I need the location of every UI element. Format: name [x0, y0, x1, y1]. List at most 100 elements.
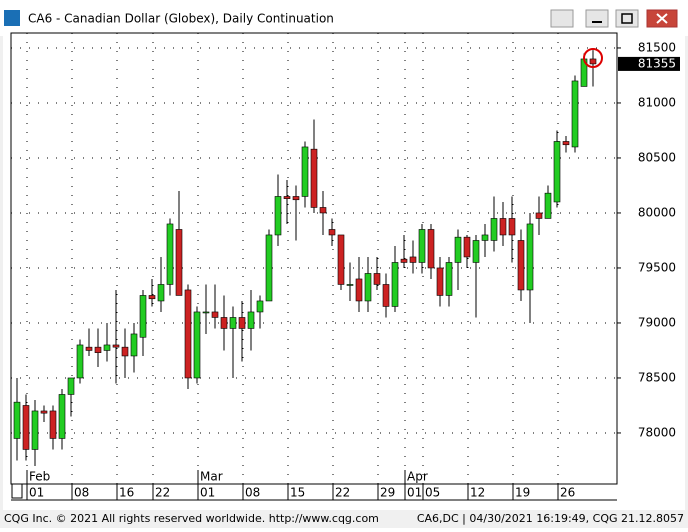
candle-body [535, 212, 543, 219]
footer-right: CA6,DC | 04/30/2021 16:19:49, CQG 21.12.… [417, 512, 684, 525]
x-tick-label: 22 [155, 486, 170, 500]
candle-body [31, 410, 39, 450]
candle-body [292, 196, 300, 201]
candle-body [238, 317, 246, 329]
candle-body [40, 410, 48, 414]
window-buttons[interactable] [550, 9, 678, 28]
candle-body [562, 141, 570, 146]
candle-body [202, 311, 210, 314]
candle-body [310, 148, 318, 208]
candle-body [49, 410, 57, 439]
candle-body [373, 273, 381, 285]
x-tick-label: 08 [245, 486, 260, 500]
candle-body [229, 317, 237, 329]
candle-body [436, 267, 444, 296]
candle-body [130, 333, 138, 357]
candle-body [454, 236, 462, 263]
candle-body [481, 234, 489, 241]
x-tick-label: 08 [74, 486, 89, 500]
y-tick-label: 78500 [638, 370, 676, 384]
y-tick-label: 80500 [638, 150, 676, 164]
candle-body [517, 240, 525, 291]
x-tick-label: 01 [200, 486, 215, 500]
candle-body [58, 394, 66, 439]
candle-body [355, 278, 363, 302]
x-tick-label: 22 [335, 486, 350, 500]
candle-body [301, 146, 309, 197]
candle-body [220, 317, 228, 329]
y-tick-label: 81500 [638, 40, 676, 54]
candle-body [256, 300, 264, 313]
candle-body [13, 401, 21, 439]
candle-body [544, 192, 552, 219]
candle-body [103, 344, 111, 351]
close-glyph [656, 13, 668, 24]
candle-body [526, 223, 534, 291]
y-tick-label: 79500 [638, 260, 676, 274]
candle-body [463, 236, 471, 258]
candle-body [121, 346, 129, 357]
x-tick-label: 15 [290, 486, 305, 500]
month-label: Apr [407, 470, 428, 484]
candle-body [184, 289, 192, 379]
candle-body [346, 284, 354, 286]
last-price-box [618, 56, 680, 71]
candle-body [571, 80, 579, 148]
y-tick-label: 81000 [638, 95, 676, 109]
candle-body [274, 196, 282, 236]
highlight-circle [583, 48, 603, 68]
candle-body [400, 258, 408, 263]
month-label: Mar [200, 470, 223, 484]
x-tick-label: 01 [407, 486, 422, 500]
maximize-glyph [621, 13, 633, 24]
plot-frame [10, 32, 618, 485]
maximize-button[interactable] [615, 9, 639, 28]
candle-body [67, 377, 75, 395]
candle-body [589, 58, 597, 65]
candle-body [319, 207, 327, 214]
candle-body [382, 284, 390, 307]
candle-body [472, 240, 480, 263]
candle-body [247, 311, 255, 329]
candle-body [445, 262, 453, 296]
candle-body [409, 256, 417, 263]
candle-body [85, 346, 93, 351]
candle-body [112, 344, 120, 348]
candle-body [490, 218, 498, 241]
x-tick-label: 12 [470, 486, 485, 500]
candle-body [76, 344, 84, 379]
candle-body [328, 229, 336, 236]
y-tick-label: 78000 [638, 425, 676, 439]
app-icon [4, 10, 20, 26]
y-tick-label: 79000 [638, 315, 676, 329]
candle-body [265, 234, 273, 302]
candle-body [211, 311, 219, 318]
x-tick-label: 26 [560, 486, 575, 500]
y-tick-label: 80000 [638, 205, 676, 219]
x-tick-label: 01 [29, 486, 44, 500]
x-tick-label: 16 [119, 486, 134, 500]
chart-title: CA6 - Canadian Dollar (Globex), Daily Co… [28, 12, 334, 26]
scroll-box[interactable] [11, 483, 23, 499]
x-tick-label: 19 [515, 486, 530, 500]
candle-body [193, 311, 201, 379]
candle-body [337, 234, 345, 285]
candle-body [283, 196, 291, 199]
link-button[interactable] [550, 9, 574, 28]
footer-left: CQG Inc. © 2021 All rights reserved worl… [4, 512, 379, 525]
x-tick-label: 29 [380, 486, 395, 500]
candle-body [418, 229, 426, 263]
candle-body [94, 346, 102, 353]
candle-body [166, 223, 174, 285]
candle-body [391, 262, 399, 307]
candle-body [364, 273, 372, 302]
candle-body [157, 284, 165, 302]
candle-body [148, 295, 156, 300]
minimize-button[interactable] [585, 9, 609, 28]
candle-body [508, 218, 516, 236]
candle-body [139, 295, 147, 338]
last-price-label: 81355 [638, 56, 676, 70]
candle-body [175, 229, 183, 296]
candle-body [427, 229, 435, 269]
